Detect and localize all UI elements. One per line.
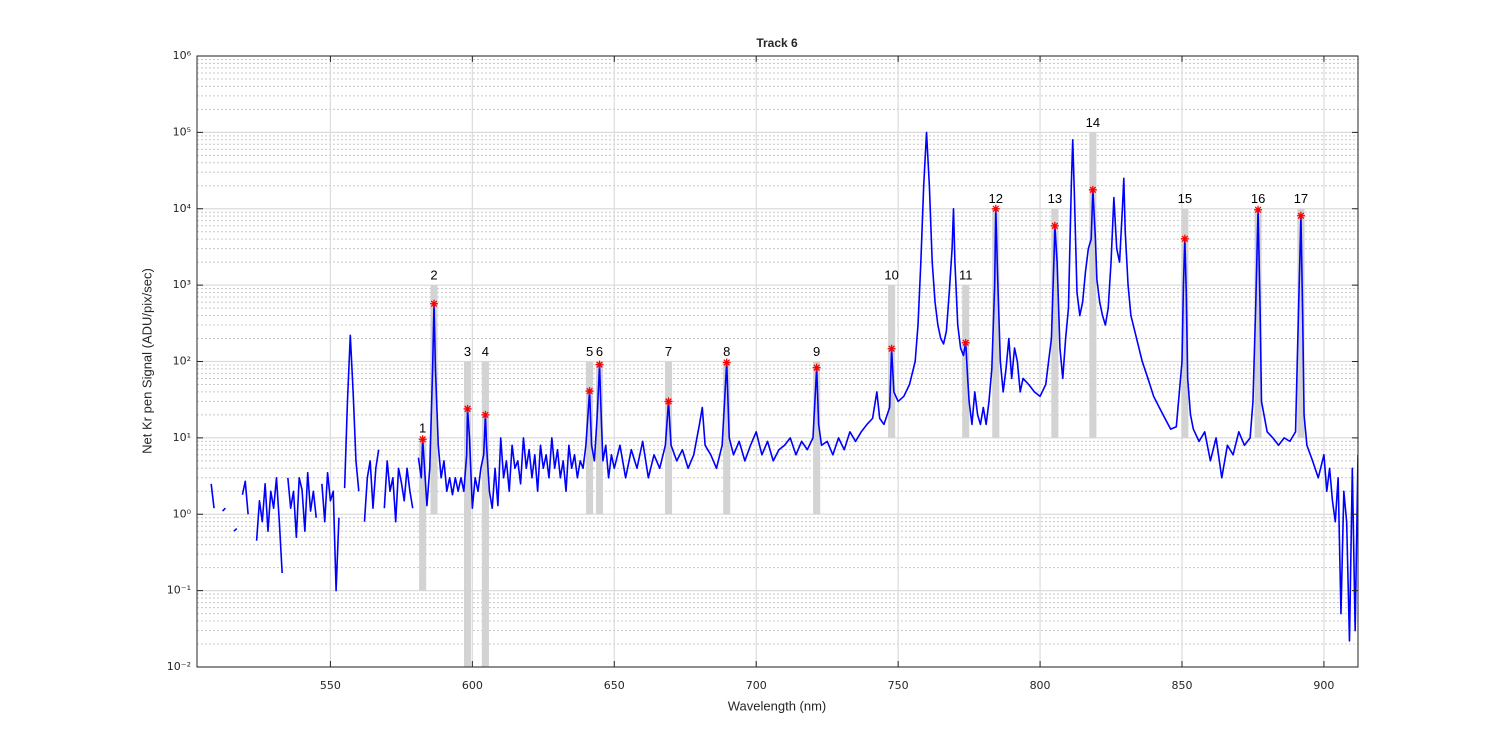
x-tick-label: 600: [462, 679, 483, 692]
axes: 10⁻² 10⁻¹ 10⁰ 10¹ 10² 10³ 10⁴ 10⁵ 10⁶ 550 600 650 70…: [167, 49, 1358, 692]
x-tick-label: 550: [320, 679, 341, 692]
peak-marker: [595, 360, 604, 369]
peak-label: 1: [419, 420, 426, 435]
x-axis-label: Wavelength (nm): [728, 698, 827, 713]
peak-label: 15: [1178, 191, 1192, 206]
peak-label: 13: [1048, 191, 1062, 206]
peak-label: 7: [665, 344, 672, 359]
peak-band: [1254, 208, 1262, 438]
x-tick-label: 900: [1313, 679, 1334, 692]
peak-marker: [418, 435, 427, 444]
peak-marker: [1050, 221, 1059, 230]
peak-band: [481, 361, 489, 667]
peak-label: 6: [596, 344, 603, 359]
x-tick-label: 750: [888, 679, 909, 692]
peak-label: 9: [813, 344, 820, 359]
y-tick-label: 10⁴: [173, 202, 192, 215]
peak-marker: [664, 397, 673, 406]
peak-band: [1089, 132, 1097, 438]
peak-band: [664, 361, 673, 515]
peak-marker: [585, 387, 594, 396]
x-tick-label: 800: [1030, 679, 1051, 692]
peak-band: [1181, 208, 1189, 438]
peak-label: 11: [959, 268, 973, 283]
peak-band: [723, 361, 731, 515]
chart-title: Track 6: [756, 36, 798, 50]
peak-marker: [991, 204, 1000, 213]
peak-band: [430, 285, 438, 515]
peak-markers: [418, 185, 1305, 444]
peak-label: 4: [482, 344, 489, 359]
y-tick-label: 10⁻²: [167, 660, 191, 673]
peak-label: 10: [884, 268, 898, 283]
peak-marker: [887, 344, 896, 353]
peak-label: 3: [464, 344, 471, 359]
y-tick-label: 10³: [173, 278, 191, 291]
peak-marker: [463, 404, 472, 413]
plot-area: [210, 131, 1358, 642]
peak-band: [1051, 208, 1059, 438]
peak-band: [419, 437, 427, 591]
peak-label: 2: [430, 268, 437, 283]
peak-marker: [1254, 205, 1263, 214]
peak-label: 12: [989, 191, 1003, 206]
peak-label: 8: [723, 344, 730, 359]
peak-marker: [430, 299, 439, 308]
peak-marker: [722, 358, 731, 367]
peak-band: [1297, 208, 1305, 438]
y-tick-label: 10²: [173, 355, 191, 368]
peak-band: [463, 361, 472, 667]
y-tick-label: 10¹: [173, 431, 191, 444]
peak-marker: [961, 338, 970, 347]
peak-band: [813, 361, 821, 515]
peak-label: 16: [1251, 191, 1265, 206]
peak-label: 14: [1086, 115, 1100, 130]
peak-band: [992, 208, 1000, 438]
peak-label: 17: [1294, 191, 1308, 206]
peak-marker: [1088, 185, 1097, 194]
peak-band: [595, 361, 604, 515]
x-tick-label: 700: [746, 679, 767, 692]
spectrum-line: [210, 131, 1358, 642]
y-tick-label: 10⁻¹: [167, 584, 191, 597]
peak-marker: [1296, 211, 1305, 220]
x-tick-label: 850: [1172, 679, 1193, 692]
grid: [197, 55, 1358, 668]
peak-label: 5: [586, 344, 593, 359]
y-tick-label: 10⁵: [173, 125, 191, 138]
x-tick-label: 650: [604, 679, 625, 692]
peak-marker: [812, 363, 821, 372]
peak-band: [962, 285, 970, 438]
y-tick-label: 10⁰: [173, 507, 192, 520]
y-tick-label: 10⁶: [173, 49, 192, 62]
peak-marker: [1180, 234, 1189, 243]
peak-marker: [481, 410, 490, 419]
y-axis-label: Net Kr pen Signal (ADU/pix/sec): [139, 268, 154, 454]
peak-band: [586, 361, 594, 515]
